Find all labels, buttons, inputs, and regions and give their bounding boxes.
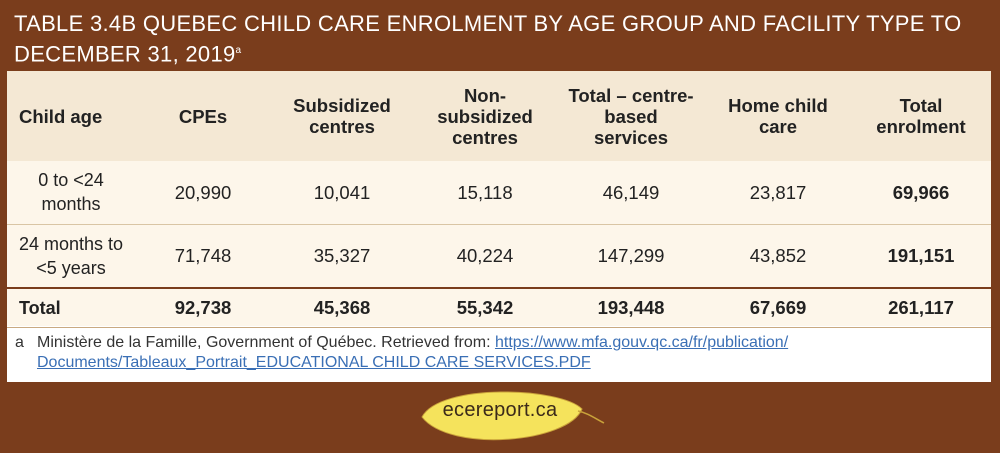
cell-non-subsidized: 55,342	[456, 297, 514, 318]
source-footnote: a Ministère de la Famille, Government of …	[7, 327, 991, 382]
cell-age: 24 months to <5 years	[18, 233, 124, 278]
table-row: 24 months to <5 years 71,748 35,327 40,2…	[7, 224, 991, 288]
table-total-row: Total 92,738 45,368 55,342 193,448 67,66…	[7, 288, 991, 326]
table-header-row: Child age CPEs Subsidized centres Non-su…	[7, 71, 991, 161]
enrolment-table: Child age CPEs Subsidized centres Non-su…	[7, 71, 991, 326]
cell-cpes: 92,738	[174, 297, 232, 318]
logo-text: ecereport.ca	[442, 399, 558, 421]
leaf-icon	[421, 391, 605, 441]
cell-non-subsidized: 40,224	[456, 245, 514, 267]
header-non-subsidized-centres: Non-subsidized centres	[437, 84, 533, 148]
header-subsidized-centres: Subsidized centres	[293, 95, 391, 137]
cell-total-centre: 46,149	[602, 181, 660, 203]
table-title: TABLE 3.4B QUEBEC CHILD CARE ENROLMENT B…	[14, 11, 962, 67]
cell-total: 191,151	[887, 245, 955, 267]
cell-total-centre: 193,448	[597, 297, 665, 318]
footnote-text: Ministère de la Famille, Government of Q…	[37, 334, 491, 351]
header-cpes: CPEs	[178, 105, 228, 127]
source-link-part2[interactable]: Documents/Tableaux_Portrait_EDUCATIONAL …	[37, 354, 591, 371]
cell-subsidized: 10,041	[313, 181, 371, 203]
title-footnote-marker: a	[235, 45, 242, 56]
table-row: 0 to <24 months 20,990 10,041 15,118 46,…	[7, 161, 991, 224]
header-home-child-care: Home child care	[728, 95, 828, 137]
header-total-enrolment: Total enrolment	[876, 95, 966, 137]
header-total-centre-based: Total – centre-based services	[568, 84, 694, 148]
cell-home: 67,669	[749, 297, 807, 318]
cell-age: 0 to <24 months	[38, 170, 104, 215]
cell-total: 261,117	[888, 297, 954, 318]
cell-subsidized: 45,368	[313, 297, 371, 318]
footnote-marker: a	[15, 334, 24, 351]
enrolment-table-container: Child age CPEs Subsidized centres Non-su…	[7, 71, 991, 382]
cell-total-label: Total	[19, 297, 61, 318]
cell-home: 23,817	[749, 181, 807, 203]
header-child-age: Child age	[19, 105, 103, 127]
ecereport-logo[interactable]: ecereport.ca	[410, 387, 610, 453]
cell-total: 69,966	[892, 181, 950, 203]
cell-cpes: 71,748	[174, 245, 232, 267]
source-link-part1[interactable]: https://www.mfa.gouv.qc.ca/fr/publicatio…	[494, 334, 789, 351]
cell-subsidized: 35,327	[313, 245, 371, 267]
cell-non-subsidized: 15,118	[457, 181, 513, 203]
cell-home: 43,852	[749, 245, 807, 267]
cell-cpes: 20,990	[174, 181, 232, 203]
cell-total-centre: 147,299	[597, 245, 665, 267]
